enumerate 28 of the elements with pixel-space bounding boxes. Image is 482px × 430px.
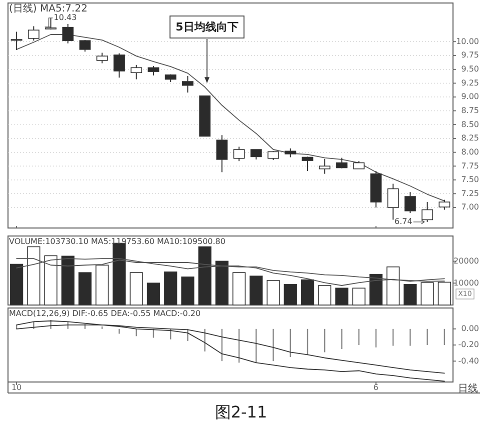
y-tick-label: -0.40 <box>458 356 479 366</box>
text: 日线 <box>458 382 478 395</box>
y-tick-label: 7.25 <box>461 188 479 198</box>
caption: 图2-11 <box>214 402 268 422</box>
chart-title: (日线) MA5:7.22 <box>9 2 88 15</box>
x-tick-label: 6 <box>373 383 379 392</box>
y-tick-label: 9.25 <box>461 78 479 88</box>
y-tick-label: 9.00 <box>461 92 479 102</box>
y-tick-label: 9.75 <box>461 50 479 60</box>
y-tick-label: 7.75 <box>461 161 479 170</box>
annotation: 10.43 <box>54 13 77 22</box>
chart-title: MACD(12,26,9) DIF:-0.65 DEA:-0.55 MACD:-0.20 <box>9 309 201 318</box>
y-tick-label: 7.50 <box>461 175 479 184</box>
y-tick-label: 8.25 <box>461 134 479 143</box>
annotation: 5日均线向下 <box>176 20 238 34</box>
y-tick-label: 9.50 <box>461 64 479 74</box>
y-tick-label: 8.50 <box>461 120 479 129</box>
y-tick-label: 20000 <box>454 256 479 266</box>
y-tick-label: 0.00 <box>461 324 479 334</box>
y-tick-label: 8.00 <box>461 147 479 156</box>
y-tick-label: -0.20 <box>458 340 479 350</box>
y-tick-label: 10.00 <box>456 36 479 46</box>
y-tick-label: 7.00 <box>461 202 479 212</box>
y-tick-label: 8.75 <box>461 106 479 115</box>
chart-title: VOLUME:103730.10 MA5:119753.60 MA10:109500.80 <box>9 237 226 246</box>
annotation: 6.74 <box>394 217 412 226</box>
x-tick-label: 10 <box>11 383 22 392</box>
y-tick-label: 10000 <box>454 278 479 288</box>
